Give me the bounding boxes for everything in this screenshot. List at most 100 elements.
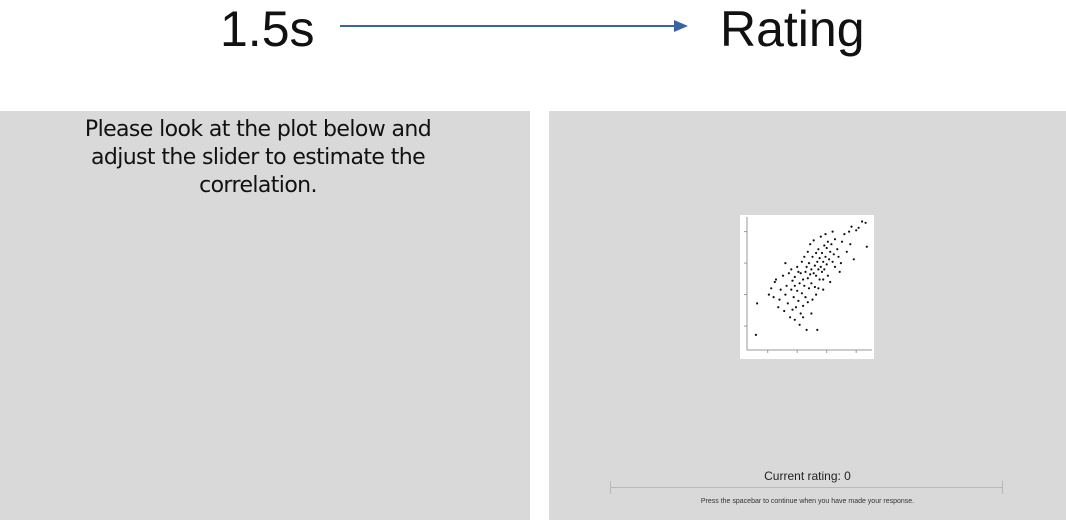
scatter-point xyxy=(796,289,799,292)
scatter-point xyxy=(792,296,795,299)
scatter-point xyxy=(797,270,800,273)
scatter-point xyxy=(804,296,807,299)
flow-arrow xyxy=(340,20,688,32)
scatter-point xyxy=(815,274,818,277)
scatter-point xyxy=(850,225,853,228)
rating-slider[interactable] xyxy=(610,487,1002,488)
scatter-point xyxy=(865,245,868,248)
scatter-point xyxy=(837,255,840,258)
scatter-point xyxy=(819,265,822,268)
scatter-point xyxy=(803,284,806,287)
label-rating: Rating xyxy=(720,1,865,57)
scatter-point xyxy=(813,264,816,267)
scatter-point xyxy=(830,243,833,246)
scatter-point xyxy=(777,306,780,309)
scatter-point xyxy=(807,262,811,265)
scatter-point xyxy=(767,293,770,296)
scatter-point xyxy=(825,263,828,266)
scatter-point xyxy=(773,280,776,284)
scatter-point xyxy=(802,304,805,307)
scatter-point xyxy=(829,280,832,284)
scatter-point xyxy=(836,248,839,251)
scatter-point xyxy=(802,316,805,319)
scatter-point xyxy=(807,287,811,290)
label-delay: 1.5s xyxy=(220,1,315,57)
scatter-point xyxy=(809,273,812,276)
scatter-point xyxy=(783,309,786,313)
scatter-point xyxy=(810,282,813,285)
scatter-point xyxy=(815,251,818,255)
scatter-point xyxy=(772,296,775,299)
continue-instruction: Press the spacebar to continue when you … xyxy=(700,498,915,505)
scatter-point xyxy=(843,233,846,236)
scatter-point xyxy=(817,248,820,251)
scatter-point xyxy=(832,253,835,256)
scatter-point xyxy=(793,275,796,279)
scatter-point xyxy=(812,239,815,242)
scatter-points xyxy=(754,220,868,336)
scatter-point xyxy=(787,272,790,275)
scatter-point xyxy=(829,250,832,253)
scatter-point xyxy=(815,293,818,296)
scatter-point xyxy=(828,258,831,261)
scatter-point xyxy=(806,250,809,253)
scatter-point xyxy=(839,262,842,265)
scatter-point xyxy=(861,220,864,223)
scatter-point xyxy=(803,255,806,258)
scatter-point xyxy=(784,262,787,265)
scatter-point xyxy=(826,274,829,277)
scatter-point xyxy=(786,302,789,305)
scatter-point xyxy=(831,230,834,233)
scatter-point xyxy=(797,299,800,302)
scatter-point xyxy=(823,268,826,271)
scatter-point xyxy=(781,274,785,277)
scatter-point xyxy=(816,328,819,331)
slider-tick-left xyxy=(610,481,611,494)
scatter-point xyxy=(822,288,825,291)
scatter-plot-svg xyxy=(744,217,872,353)
scatter-plot xyxy=(740,215,874,359)
scatter-point xyxy=(819,235,822,238)
scatter-point xyxy=(800,260,803,263)
scatter-point xyxy=(809,243,812,246)
scatter-point xyxy=(810,312,813,315)
instruction-panel: Please look at the plot below and adjust… xyxy=(0,111,530,520)
scatter-point xyxy=(825,246,828,250)
scatter-point xyxy=(818,257,821,260)
scatter-point xyxy=(796,265,799,268)
scatter-point xyxy=(790,288,793,291)
scatter-point xyxy=(799,312,802,315)
scatter-point xyxy=(811,298,814,301)
scatter-point xyxy=(789,316,792,319)
scatter-point xyxy=(845,250,848,253)
slider-tick-right xyxy=(1002,481,1003,494)
scatter-point xyxy=(857,226,860,229)
scatter-point xyxy=(806,301,809,304)
scatter-point xyxy=(855,229,858,232)
scatter-point xyxy=(800,292,803,295)
scatter-point xyxy=(826,240,829,243)
scatter-point xyxy=(806,277,809,280)
scatter-point xyxy=(849,243,852,246)
scatter-point xyxy=(805,265,808,268)
scatter-point xyxy=(784,293,787,296)
scatter-point xyxy=(852,258,855,261)
scatter-point xyxy=(790,268,793,271)
scatter-point xyxy=(840,240,844,243)
scatter-point xyxy=(774,278,778,281)
scatter-point xyxy=(817,268,820,271)
scatter-point xyxy=(805,328,808,331)
scatter-point xyxy=(754,333,757,336)
scatter-point xyxy=(838,270,841,273)
scatter-point xyxy=(812,272,815,275)
scatter-point xyxy=(824,255,827,258)
axis-ticks xyxy=(744,231,857,353)
flow-arrow-head xyxy=(674,20,688,32)
scatter-point xyxy=(793,284,796,287)
scatter-point xyxy=(802,278,805,281)
scatter-point xyxy=(785,284,788,287)
scatter-point xyxy=(818,278,821,281)
scatter-point xyxy=(756,302,759,305)
scatter-point xyxy=(822,278,825,281)
scatter-point xyxy=(799,272,802,275)
